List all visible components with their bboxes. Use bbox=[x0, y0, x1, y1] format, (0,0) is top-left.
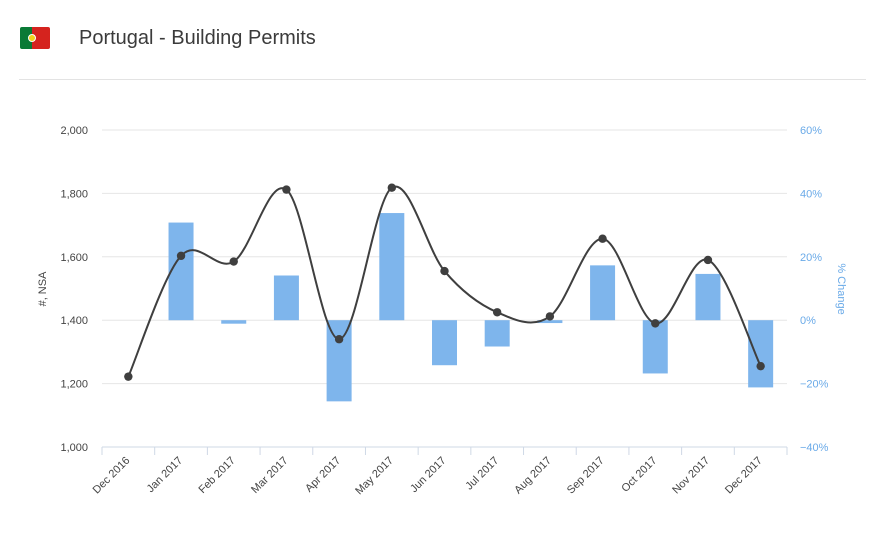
flag-green-field bbox=[20, 27, 32, 49]
x-tick-label: Mar 2017 bbox=[249, 455, 290, 496]
x-tick-label: Jan 2017 bbox=[145, 455, 185, 495]
y-axis-title-right: % Change bbox=[835, 263, 847, 314]
flag-red-field bbox=[32, 27, 50, 49]
x-tick-label: Jul 2017 bbox=[463, 455, 501, 493]
x-tick-label: Apr 2017 bbox=[303, 455, 343, 495]
x-tick-label: Dec 2016 bbox=[91, 455, 133, 497]
y-tick-label-right: 60% bbox=[800, 125, 822, 137]
y-tick-label-left: 1,000 bbox=[60, 442, 88, 454]
portugal-flag-icon bbox=[20, 27, 50, 49]
bar bbox=[221, 320, 247, 324]
x-tick-label: Sep 2017 bbox=[565, 455, 607, 497]
grid-layer bbox=[101, 129, 788, 455]
line-layer bbox=[124, 183, 765, 381]
data-point bbox=[124, 372, 133, 381]
data-point bbox=[651, 319, 660, 328]
data-point bbox=[176, 251, 186, 261]
bar bbox=[748, 320, 774, 388]
x-tick-label: May 2017 bbox=[353, 455, 396, 498]
page-title: Portugal - Building Permits bbox=[79, 27, 316, 49]
flag-emblem bbox=[28, 34, 36, 42]
y-tick-label-left: 1,400 bbox=[60, 315, 88, 327]
bar bbox=[273, 275, 299, 321]
y-tick-label-left: 1,800 bbox=[60, 188, 88, 200]
bar bbox=[590, 265, 616, 321]
bar bbox=[168, 222, 194, 321]
data-point bbox=[703, 255, 713, 265]
bar bbox=[326, 320, 352, 402]
y-tick-label-right: 0% bbox=[800, 315, 816, 327]
bar-layer bbox=[168, 213, 774, 402]
x-tick-label: Nov 2017 bbox=[670, 455, 712, 497]
bar bbox=[537, 320, 563, 324]
y-tick-label-left: 2,000 bbox=[60, 125, 88, 137]
chart-header: Portugal - Building Permits bbox=[0, 0, 871, 80]
x-tick-label: Feb 2017 bbox=[196, 455, 237, 496]
x-tick-label: Jun 2017 bbox=[408, 455, 448, 495]
bar bbox=[642, 320, 668, 374]
data-point bbox=[545, 312, 555, 321]
y-tick-label-left: 1,600 bbox=[60, 252, 88, 264]
data-point bbox=[756, 361, 765, 371]
data-point bbox=[229, 257, 238, 266]
y-tick-label-right: −20% bbox=[800, 379, 829, 391]
y-tick-label-right: 40% bbox=[800, 188, 822, 200]
data-point bbox=[387, 183, 397, 192]
y-tick-label-right: 20% bbox=[800, 252, 822, 264]
x-tick-label: Dec 2017 bbox=[723, 455, 765, 497]
data-point bbox=[598, 234, 607, 243]
header-divider bbox=[19, 79, 866, 80]
y-tick-label-left: 1,200 bbox=[60, 379, 88, 391]
bar bbox=[379, 213, 405, 321]
y-axis-title-left: #, NSA bbox=[37, 271, 49, 307]
y-tick-label-right: −40% bbox=[800, 442, 829, 454]
bar bbox=[695, 273, 721, 321]
x-tick-label: Aug 2017 bbox=[512, 455, 554, 497]
bar bbox=[432, 320, 457, 366]
data-point bbox=[282, 185, 291, 194]
bar bbox=[484, 320, 510, 347]
data-point bbox=[334, 335, 344, 344]
data-point bbox=[492, 308, 502, 317]
x-tick-label: Oct 2017 bbox=[619, 455, 659, 495]
data-point bbox=[440, 266, 449, 276]
